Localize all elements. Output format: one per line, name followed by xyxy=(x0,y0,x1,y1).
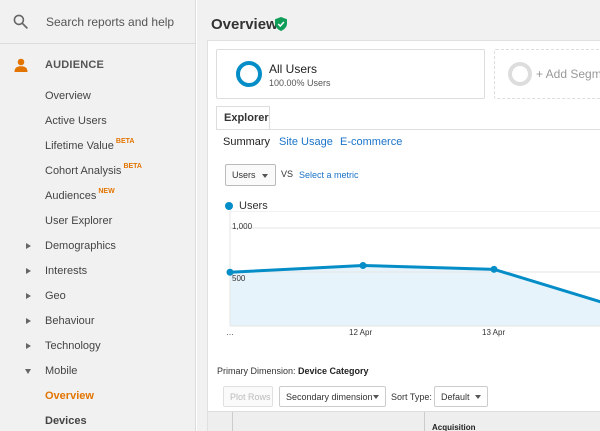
primary-dimension-label: Primary Dimension: xyxy=(217,366,296,376)
y-tick-label: 500 xyxy=(232,274,246,283)
sidebar-item-label: Lifetime Value BETA xyxy=(45,138,135,152)
sort-type-value: Default xyxy=(441,392,470,402)
add-segment-label: + Add Segment xyxy=(536,67,600,81)
sidebar-item-mobile-overview[interactable]: Overview xyxy=(0,384,196,409)
secondary-dimension-dropdown[interactable]: Secondary dimension xyxy=(279,386,386,407)
lifetime-value-text: Lifetime Value xyxy=(45,140,114,152)
search-icon xyxy=(13,14,28,29)
chevron-right-icon xyxy=(26,318,31,324)
search-row xyxy=(0,0,196,44)
legend-label: Users xyxy=(239,200,268,212)
x-tick-label: 13 Apr xyxy=(482,328,506,337)
data-point xyxy=(359,261,367,269)
chevron-right-icon xyxy=(26,243,31,249)
chevron-right-icon xyxy=(26,343,31,349)
subtab-site-usage[interactable]: Site Usage xyxy=(279,136,333,148)
sidebar-item-label: Cohort Analysis BETA xyxy=(45,163,142,177)
sidebar-item-label: Demographics xyxy=(45,240,116,252)
sidebar-item-label: Behaviour xyxy=(45,315,95,327)
segment-all-users[interactable]: All Users 100.00% Users xyxy=(216,49,485,99)
segment-placeholder-icon xyxy=(508,62,532,86)
sidebar-item-label: Technology xyxy=(45,340,101,352)
x-tick-label: 12 Apr xyxy=(349,328,373,337)
primary-dimension-value[interactable]: Device Category xyxy=(298,366,369,376)
sidebar-item-user-explorer[interactable]: User Explorer xyxy=(0,209,196,234)
column-divider xyxy=(232,412,233,431)
plot-area-border xyxy=(229,211,600,327)
main-content: Overview All Users 100.00% Users + Add S… xyxy=(197,0,600,431)
legend-dot-icon xyxy=(225,202,233,210)
sidebar-item-technology[interactable]: Technology xyxy=(0,334,196,359)
acquisition-header: Acquisition xyxy=(432,423,476,431)
cohort-analysis-text: Cohort Analysis xyxy=(45,165,122,177)
tab-divider xyxy=(216,129,600,130)
x-tick-label: … xyxy=(226,328,234,337)
sidebar-item-demographics[interactable]: Demographics xyxy=(0,234,196,259)
chevron-down-icon xyxy=(25,369,31,374)
sidebar-item-mobile[interactable]: Mobile xyxy=(0,359,196,384)
sidebar-item-cohort-analysis[interactable]: Cohort Analysis BETA xyxy=(0,159,196,184)
sidebar-item-interests[interactable]: Interests xyxy=(0,259,196,284)
add-segment-button[interactable]: + Add Segment xyxy=(494,49,600,99)
subtab-summary[interactable]: Summary xyxy=(223,136,271,148)
plot-rows-button[interactable]: Plot Rows xyxy=(223,386,273,407)
page-title: Overview xyxy=(211,16,278,33)
sidebar-item-label: Mobile xyxy=(45,365,78,377)
data-point xyxy=(490,265,498,273)
metric-dropdown-label: Users xyxy=(232,170,256,180)
table-header: Acquisition xyxy=(208,411,600,431)
subtab-ecommerce[interactable]: E-commerce xyxy=(340,136,403,148)
column-divider xyxy=(424,412,425,431)
sidebar-item-label: Audiences NEW xyxy=(45,188,115,202)
sort-type-label: Sort Type: xyxy=(391,392,432,402)
sidebar-item-devices[interactable]: Devices xyxy=(0,409,196,431)
sort-type-dropdown[interactable]: Default xyxy=(434,386,488,407)
vs-label: VS xyxy=(281,169,294,179)
chevron-right-icon xyxy=(26,293,31,299)
sidebar-item-overview[interactable]: Overview xyxy=(0,84,196,109)
section-label: AUDIENCE xyxy=(45,59,105,71)
new-badge: NEW xyxy=(98,188,115,195)
beta-badge: BETA xyxy=(123,163,142,170)
person-icon xyxy=(14,58,28,72)
search-input[interactable] xyxy=(46,13,186,31)
sidebar: AUDIENCE Overview Active Users Lifetime … xyxy=(0,0,196,431)
select-metric-link[interactable]: Select a metric xyxy=(299,170,359,180)
data-point xyxy=(226,268,234,276)
segment-percentage: 100.00% Users xyxy=(269,78,331,88)
secondary-dimension-label: Secondary dimension xyxy=(286,392,373,402)
tab-explorer[interactable]: Explorer xyxy=(216,106,270,130)
sidebar-item-geo[interactable]: Geo xyxy=(0,284,196,309)
sidebar-item-label: Interests xyxy=(45,265,88,277)
beta-badge: BETA xyxy=(115,138,135,145)
sidebar-item-label: Geo xyxy=(45,290,66,302)
sidebar-section-audience[interactable]: AUDIENCE xyxy=(0,52,196,78)
sidebar-item-active-users[interactable]: Active Users xyxy=(0,109,196,134)
series-area xyxy=(230,265,600,326)
sidebar-item-label: Devices xyxy=(45,415,87,427)
sidebar-item-audiences[interactable]: Audiences NEW xyxy=(0,184,196,209)
caret-down-icon xyxy=(262,174,268,178)
audiences-text: Audiences xyxy=(45,190,97,202)
users-line-chart xyxy=(226,211,600,327)
verified-shield-icon xyxy=(275,17,287,31)
sidebar-item-label: Overview xyxy=(45,390,94,402)
sidebar-item-lifetime-value[interactable]: Lifetime Value BETA xyxy=(0,134,196,159)
chevron-right-icon xyxy=(26,268,31,274)
segment-donut-icon xyxy=(236,61,262,87)
sidebar-item-label: Overview xyxy=(45,90,91,102)
series-line-users xyxy=(229,263,600,304)
sidebar-item-label: User Explorer xyxy=(45,215,113,227)
metric-dropdown[interactable]: Users xyxy=(225,164,276,186)
sidebar-item-label: Active Users xyxy=(45,115,107,127)
sidebar-item-behaviour[interactable]: Behaviour xyxy=(0,309,196,334)
y-tick-label: 1,000 xyxy=(232,222,253,231)
caret-down-icon xyxy=(475,395,481,399)
report-panel: All Users 100.00% Users + Add Segment Ex… xyxy=(207,40,600,431)
segment-name: All Users xyxy=(269,62,318,76)
caret-down-icon xyxy=(373,395,379,399)
